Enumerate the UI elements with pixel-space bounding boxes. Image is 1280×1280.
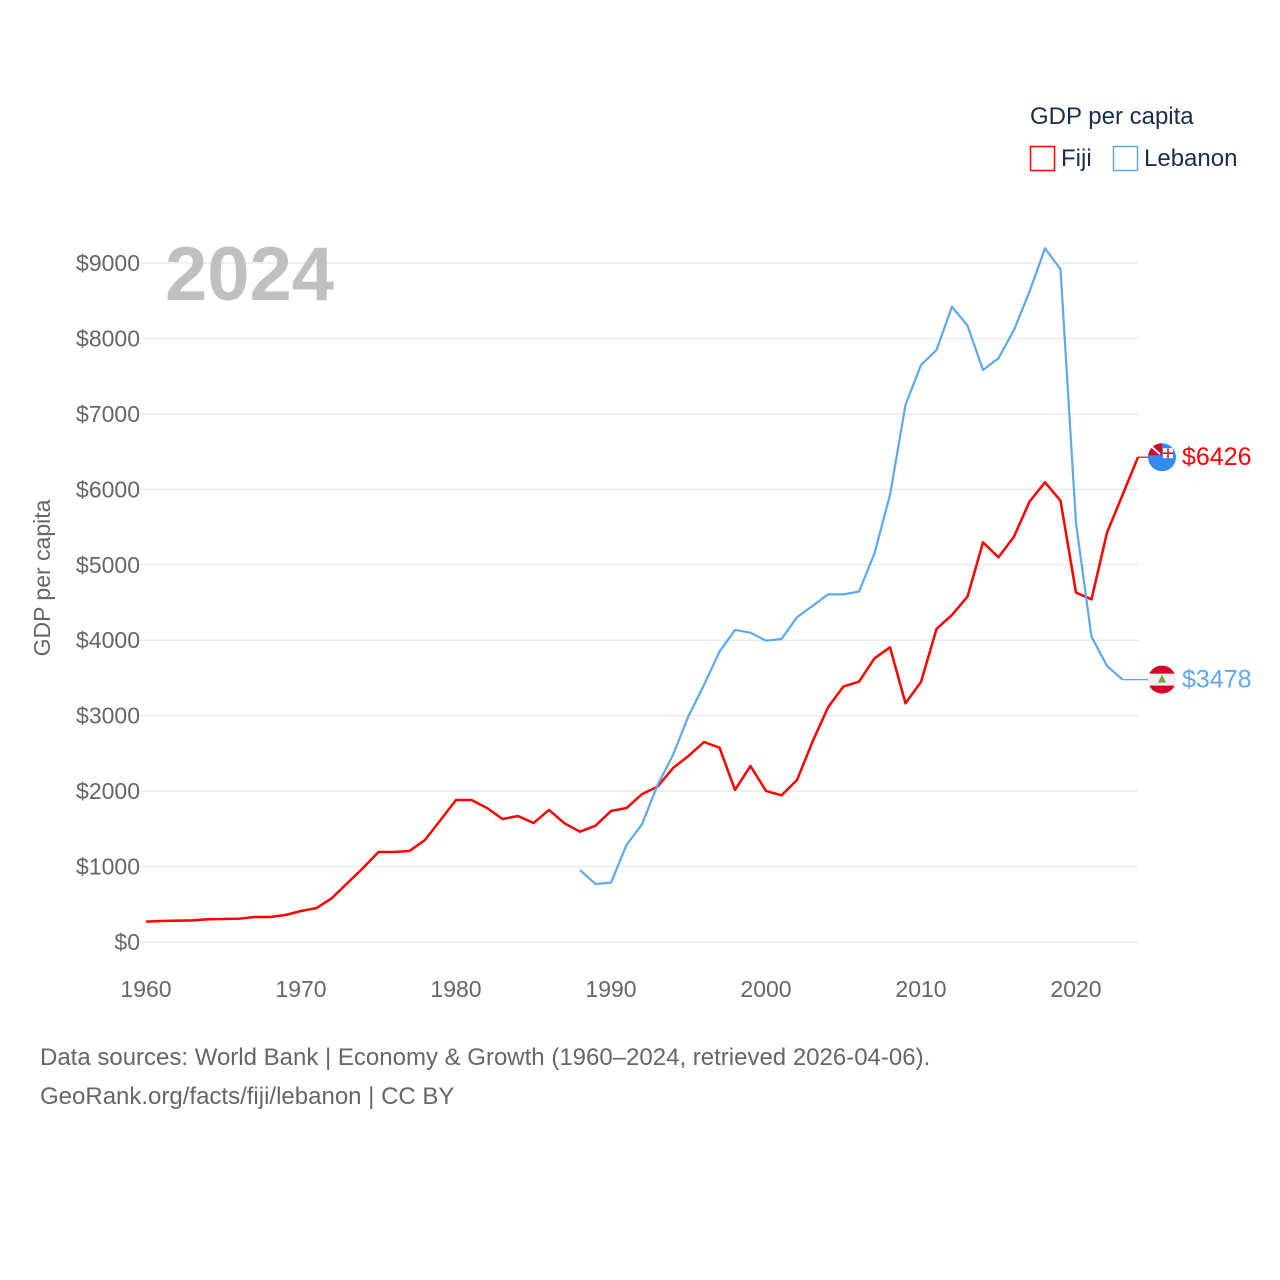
x-tick-label: 1960 [120,976,171,1002]
series-line-lebanon [579,247,1124,886]
x-tick-label: 2000 [740,976,791,1002]
lebanon-flag-icon [1148,665,1176,694]
y-tick-label: $3000 [76,703,140,729]
y-tick-label: $9000 [76,250,140,276]
end-labels: $6426 $3478 [1122,443,1252,694]
legend-title: GDP per capita [1030,103,1194,130]
series-line-fiji [145,456,1140,923]
legend-swatch-lebanon [1112,145,1139,172]
y-axis-ticks: $0 $1000 $2000 $3000 $4000 $5000 $6000 $7000 $80… [76,250,140,955]
y-tick-label: $0 [114,929,140,955]
y-axis-title: GDP per capita [29,499,55,656]
x-tick-label: 2020 [1050,976,1101,1002]
y-tick-label: $8000 [76,325,140,351]
legend-item-lebanon[interactable]: Lebanon [1112,145,1238,172]
gridlines [140,262,1138,943]
fiji-flag-icon [1148,443,1176,472]
end-label-lebanon: $3478 [1182,666,1252,694]
y-tick-label: $2000 [76,778,140,804]
footer-sources: Data sources: World Bank | Economy & Gro… [40,1044,931,1071]
x-tick-label: 1990 [585,976,636,1002]
legend-swatch-fiji [1029,145,1056,172]
x-tick-label: 1980 [430,976,481,1002]
series-lines [145,247,1140,923]
y-tick-label: $6000 [76,476,140,502]
y-tick-label: $5000 [76,552,140,578]
y-tick-label: $4000 [76,627,140,653]
legend-label-lebanon: Lebanon [1144,145,1237,172]
x-tick-label: 1970 [275,976,326,1002]
legend: GDP per capita Fiji Lebanon [1029,103,1238,172]
y-tick-label: $7000 [76,401,140,427]
x-axis-ticks: 1960 1970 1980 1990 2000 2010 2020 [120,976,1101,1002]
legend-label-fiji: Fiji [1061,145,1092,172]
year-watermark: 2024 [165,232,334,317]
y-tick-label: $1000 [76,854,140,880]
x-tick-label: 2010 [895,976,946,1002]
footer-link[interactable]: GeoRank.org/facts/fiji/lebanon | CC BY [40,1083,455,1110]
end-label-fiji: $6426 [1182,443,1252,471]
legend-item-fiji[interactable]: Fiji [1029,145,1092,172]
